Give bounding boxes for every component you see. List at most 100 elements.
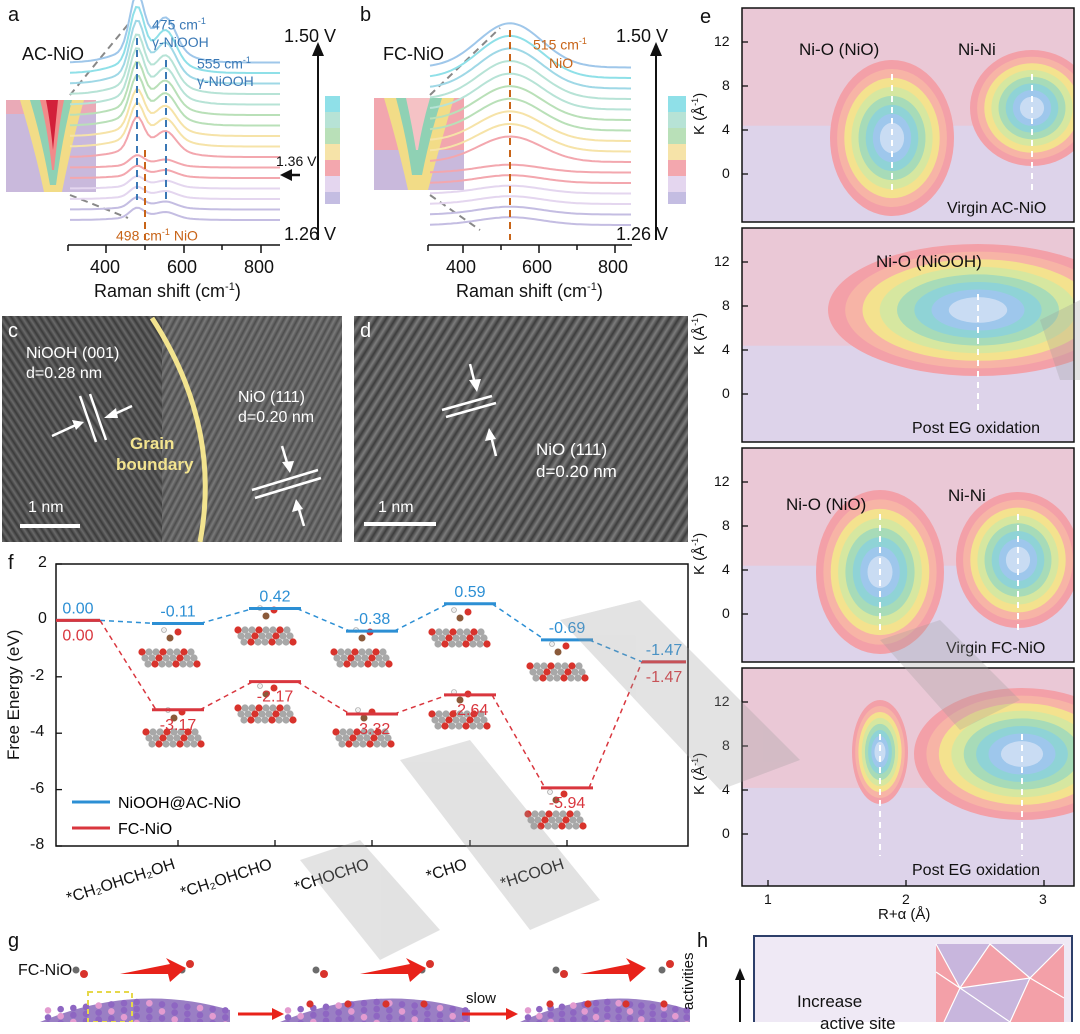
panel-e-map1-peak1: Ni-O (NiO) — [799, 40, 879, 60]
surface-model — [526, 642, 588, 682]
panel-a-voltage-bottom: 1.26 V — [284, 224, 336, 245]
panel-b-peak-name: NiO — [549, 55, 573, 71]
panel-b-xtick-600: 600 — [522, 257, 552, 278]
panel-e-map3-caption: Virgin FC-NiO — [946, 640, 1045, 658]
energy-level-label: -0.69 — [549, 620, 586, 637]
panel-a-peak2-wavenumber: 555 cm-1 — [197, 55, 251, 72]
panel-b-xlabel: Raman shift (cm-1) — [456, 281, 603, 302]
panel-b-peak-wavenumber: 515 cm-1 — [533, 36, 587, 53]
panel-e-xtick-1: 1 — [764, 891, 772, 907]
panel-e-ytick: 4 — [722, 121, 730, 137]
energy-level-label: 0.00 — [62, 627, 93, 644]
panel-e-ytick: 8 — [722, 297, 730, 313]
panel-e-ytick: 12 — [714, 473, 730, 489]
panel-c-grain-label-1: Grain — [130, 434, 174, 454]
panel-c-tem-image: NiOOH (001) d=0.28 nm NiO (111) d=0.20 n… — [2, 316, 342, 542]
panel-c-grain-label-2: boundary — [116, 455, 193, 475]
panel-b-voltage-bottom: 1.26 V — [616, 224, 668, 245]
raman-spectrum-curve — [430, 207, 631, 215]
panel-e-xlabel: R+α (Å) — [878, 906, 930, 923]
panel-b-voltage-top: 1.50 V — [616, 26, 668, 47]
panel-e-map3-peak2: Ni-Ni — [948, 486, 986, 506]
panel-e-ytick: 0 — [722, 385, 730, 401]
panel-e-ylabel-2: K (Å-1) — [690, 313, 708, 355]
panel-e-map3-peak1: Ni-O (NiO) — [786, 495, 866, 515]
panel-f-ytick: 2 — [38, 554, 47, 572]
panel-e-map-3 — [742, 448, 1080, 662]
panel-a-peak2-name: γ-NiOOH — [197, 73, 254, 89]
panel-c-phase2-d: d=0.20 nm — [238, 408, 314, 427]
energy-level-label: -1.47 — [646, 669, 683, 686]
panel-c-phase1-label: NiOOH (001) — [26, 344, 119, 363]
panel-e-ytick: 12 — [714, 253, 730, 269]
panel-h-schematic — [690, 928, 1080, 1022]
panel-e-map-1 — [742, 8, 1080, 222]
panel-h-text-line2: active site — [820, 1014, 896, 1034]
panel-a-peak1-name: γ-NiOOH — [152, 34, 209, 50]
panel-d-tem-image: NiO (111) d=0.20 nm 1 nm — [354, 316, 688, 542]
panel-e-ytick: 4 — [722, 781, 730, 797]
panel-h-text-line1: Increase — [797, 992, 862, 1012]
panel-c-phase1-d: d=0.28 nm — [26, 364, 102, 383]
panel-e-ytick: 12 — [714, 693, 730, 709]
panel-f-ytick: -4 — [30, 723, 44, 741]
panel-d-phase-d: d=0.20 nm — [536, 462, 617, 481]
panel-f-ylabel: Free Energy (eV) — [4, 630, 24, 760]
panel-e-ylabel-1: K (Å-1) — [690, 93, 708, 135]
panel-e-ytick: 8 — [722, 517, 730, 533]
surface-model — [428, 608, 490, 648]
catalyst-slab — [40, 960, 230, 1022]
energy-level-label: -1.47 — [646, 642, 683, 659]
panel-e-map2-peak1: Ni-O (NiOOH) — [876, 252, 982, 272]
panel-c-phase2-label: NiO (111) — [238, 388, 305, 407]
panel-f-legend-blue-label: NiOOH@AC-NiO — [118, 795, 241, 812]
raman-spectrum-curve — [430, 196, 631, 204]
raman-spectrum-curve — [430, 217, 631, 225]
panel-e-xtick-3: 3 — [1039, 891, 1047, 907]
panel-c-scale-label: 1 nm — [28, 498, 64, 517]
panel-a-voltage-top: 1.50 V — [284, 26, 336, 47]
panel-a-xtick-400: 400 — [90, 257, 120, 278]
energy-level-label: -0.38 — [354, 611, 391, 628]
panel-b-xtick-400: 400 — [446, 257, 476, 278]
panel-e-map2-caption: Post EG oxidation — [912, 420, 1040, 438]
panel-b-xtick-800: 800 — [598, 257, 628, 278]
panel-a-peak3-label: 498 cm-1 NiO — [116, 227, 198, 244]
panel-a-xlabel: Raman shift (cm-1) — [94, 281, 241, 302]
panel-e-map1-caption: Virgin AC-NiO — [947, 200, 1046, 218]
panel-a-peak1-wavenumber: 475 cm-1 — [152, 16, 206, 33]
panel-g-schematic — [0, 928, 700, 1022]
panel-e-ytick: 4 — [722, 341, 730, 357]
panel-f-ytick: -8 — [30, 836, 44, 854]
energy-level-label: 0.59 — [454, 584, 485, 601]
energy-level-label: 0.00 — [62, 600, 93, 617]
panel-e-wavelet-maps — [690, 0, 1080, 930]
panel-e-map-4 — [742, 668, 1080, 886]
panel-f-ytick: -6 — [30, 780, 44, 798]
panel-e-xtick-2: 2 — [902, 891, 910, 907]
energy-level-label: -2.17 — [257, 689, 294, 706]
energy-level-label: 0.42 — [259, 589, 290, 606]
panel-e-ytick: 8 — [722, 737, 730, 753]
panel-a-xtick-600: 600 — [167, 257, 197, 278]
panel-e-ytick: 4 — [722, 561, 730, 577]
panel-e-ytick: 0 — [722, 825, 730, 841]
raman-spectrum-curve — [430, 23, 631, 67]
panel-e-ytick: 8 — [722, 77, 730, 93]
panel-d-scale-label: 1 nm — [378, 498, 414, 517]
panel-a-xtick-800: 800 — [244, 257, 274, 278]
energy-level-label: -0.11 — [160, 604, 195, 621]
panel-f-legend-red-label: FC-NiO — [118, 821, 172, 838]
panel-e-map4-caption: Post EG oxidation — [912, 862, 1040, 880]
panel-b-inset-map — [374, 98, 464, 190]
catalyst-slab — [280, 960, 470, 1022]
energy-level-label: -3.17 — [160, 717, 197, 734]
panel-e-ytick: 12 — [714, 33, 730, 49]
energy-level-label: -5.94 — [549, 795, 586, 812]
panel-e-map1-peak2: Ni-Ni — [958, 40, 996, 60]
panel-f-ytick: 0 — [38, 610, 47, 628]
energy-level-label: -2.64 — [452, 702, 489, 719]
panel-letter-d: d — [360, 320, 371, 343]
panel-a-spectra — [70, 0, 280, 220]
surface-model — [330, 628, 392, 668]
